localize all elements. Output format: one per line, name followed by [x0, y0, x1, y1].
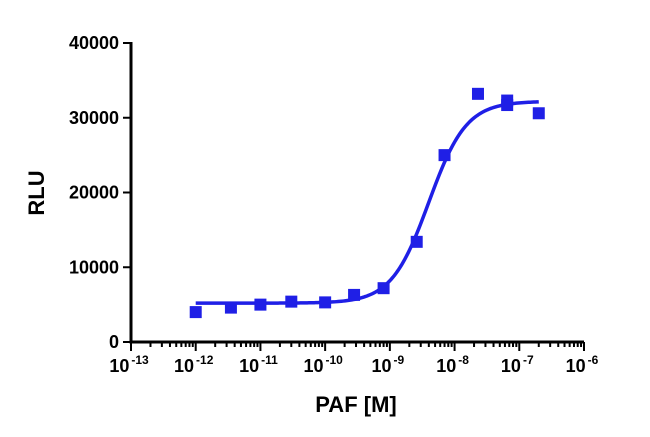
y-tick-label: 10000: [69, 257, 119, 277]
x-axis: 10 -13 10 -12 10 -11 10 -10 10 -9 10 -8 10 -7 10 -6: [109, 340, 599, 376]
x-tick-label: 10 -12: [174, 353, 214, 376]
x-tick-label: 10 -11: [239, 353, 278, 376]
x-tick-label: 10 -9: [372, 353, 405, 376]
data-point: [254, 298, 267, 311]
x-tick-label: 10 -8: [436, 353, 469, 376]
data-point: [532, 107, 545, 120]
data-point: [410, 235, 423, 248]
y-axis: 0 10000 20000 30000 40000: [69, 33, 133, 352]
x-tick-label: 10 -6: [566, 353, 599, 376]
data-point: [224, 301, 237, 314]
data-point: [501, 99, 514, 112]
x-tick-label: 10 -13: [109, 353, 149, 376]
x-tick-label: 10 -10: [303, 353, 343, 376]
data-point: [348, 288, 361, 301]
data-point: [377, 282, 390, 295]
y-tick-label: 0: [109, 332, 119, 352]
data-point: [471, 87, 484, 100]
y-tick-label: 20000: [69, 183, 119, 203]
data-point: [189, 306, 202, 319]
data-point: [319, 296, 332, 309]
y-tick-label: 40000: [69, 33, 119, 53]
x-tick-label: 10 -7: [501, 353, 534, 376]
y-axis-title: RLU: [24, 170, 49, 215]
fit-curve: [195, 100, 539, 305]
data-point: [438, 149, 451, 162]
x-axis-title: PAF [M]: [315, 392, 396, 417]
y-tick-label: 30000: [69, 108, 119, 128]
data-point: [285, 295, 298, 308]
